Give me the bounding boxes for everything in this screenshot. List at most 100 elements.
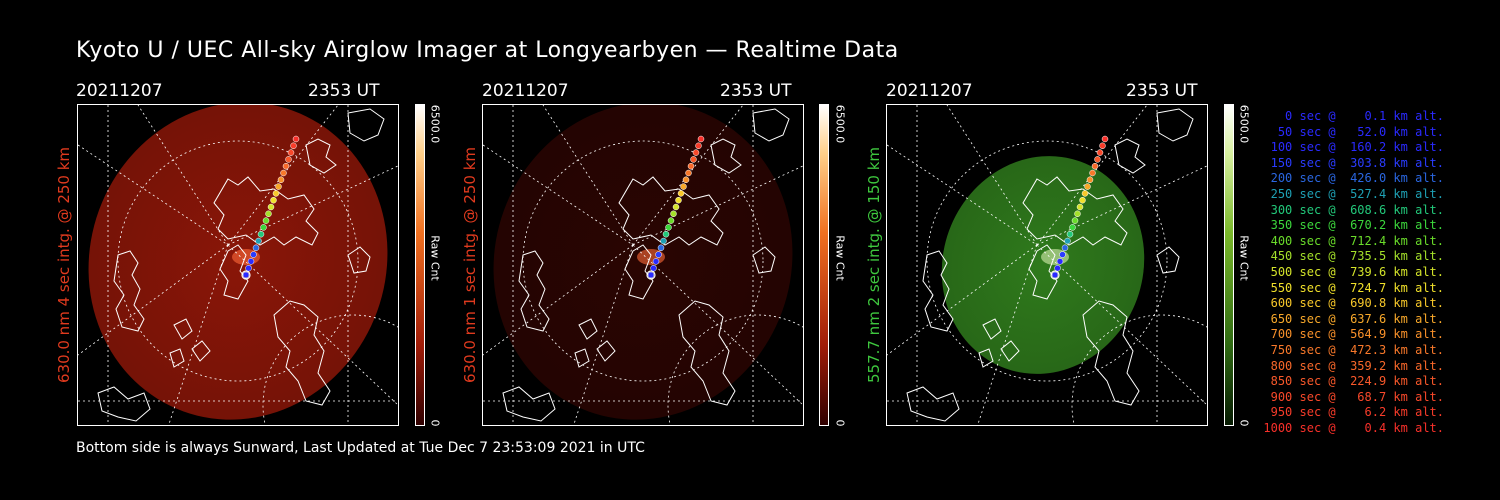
legend-row: 100 sec @ 160.2 km alt. (1263, 140, 1444, 155)
track-point (1089, 169, 1096, 177)
track-point (695, 142, 702, 150)
track-point (662, 230, 670, 238)
legend-row: 150 sec @ 303.8 km alt. (1263, 155, 1444, 170)
panel-2-cbar-min: 0 (833, 419, 847, 427)
track-point (292, 135, 300, 143)
legend-row: 950 sec @ 6.2 km alt. (1263, 405, 1444, 420)
track-point (1101, 135, 1109, 143)
track-point (1051, 271, 1059, 279)
page-title: Kyoto U / UEC All-sky Airglow Imager at … (76, 38, 899, 63)
track-point (270, 196, 277, 204)
panel-3-cbar-unit: Raw Cnt (1237, 235, 1251, 281)
rocket-track (241, 135, 300, 280)
panel-2-time: 2353 UT (720, 81, 792, 101)
track-point (1099, 142, 1106, 150)
track-point (1064, 237, 1071, 245)
legend-row: 50 sec @ 52.0 km alt. (1263, 124, 1444, 139)
track-point (290, 142, 297, 150)
legend-row: 600 sec @ 690.8 km alt. (1263, 296, 1444, 311)
legend-row: 650 sec @ 637.6 km alt. (1263, 311, 1444, 326)
airglow-image (88, 105, 388, 420)
lat-lon-grid (483, 105, 803, 425)
panel-1-image (77, 104, 399, 426)
track-point (287, 149, 295, 156)
track-point (255, 237, 262, 245)
legend-row: 700 sec @ 564.9 km alt. (1263, 327, 1444, 342)
panel-3-image (886, 104, 1208, 426)
airglow-image (493, 105, 793, 420)
launch-site-marker (241, 270, 251, 280)
panel-2-ylabel: 630.0 nm 1 sec intg. @ 250 km (461, 146, 479, 384)
panel-1-map (78, 105, 398, 425)
legend-row: 900 sec @ 68.7 km alt. (1263, 389, 1444, 404)
rocket-track (646, 135, 705, 280)
track-point (1081, 190, 1089, 197)
panel-2-date: 20211207 (482, 81, 569, 101)
track-point (1069, 224, 1076, 231)
track-point (275, 183, 282, 190)
track-point (1061, 244, 1069, 252)
track-point (670, 210, 677, 218)
track-point (267, 203, 275, 211)
track-point (682, 176, 690, 184)
track-point (1096, 149, 1104, 156)
track-point (692, 149, 700, 156)
coastline (906, 108, 1194, 422)
track-point (272, 190, 280, 197)
legend-row: 550 sec @ 724.7 km alt. (1263, 280, 1444, 295)
track-point (650, 264, 657, 272)
track-point (1054, 264, 1061, 272)
panel-2-colorbar (819, 104, 829, 426)
track-point (667, 217, 675, 224)
legend-row: 850 sec @ 224.9 km alt. (1263, 374, 1444, 389)
track-point (657, 244, 665, 252)
panel-2-map (483, 105, 803, 425)
legend-row: 300 sec @ 608.6 km alt. (1263, 202, 1444, 217)
track-point (665, 224, 672, 231)
track-point (252, 244, 260, 252)
track-point (680, 183, 687, 190)
legend-row: 800 sec @ 359.2 km alt. (1263, 358, 1444, 373)
panel-3-time: 2353 UT (1126, 81, 1198, 101)
track-point (652, 258, 660, 265)
track-point (250, 251, 257, 258)
track-point (262, 217, 270, 224)
track-point (260, 224, 267, 231)
panel-3-cbar-min: 0 (1237, 419, 1251, 427)
panel-1-cbar-unit: Raw Cnt (428, 235, 442, 281)
coastline (502, 108, 790, 422)
track-point (685, 169, 692, 177)
legend-row: 250 sec @ 527.4 km alt. (1263, 186, 1444, 201)
rocket-track (1050, 135, 1109, 280)
launch-site-marker (1050, 270, 1060, 280)
panel-3-colorbar (1224, 104, 1234, 426)
panel-1-ylabel: 630.0 nm 4 sec intg. @ 250 km (55, 146, 73, 384)
track-point (280, 169, 287, 177)
track-point (687, 162, 695, 170)
track-point (1056, 258, 1064, 265)
track-point (242, 271, 250, 279)
track-point (1094, 156, 1101, 163)
airglow-image (941, 156, 1145, 374)
track-point (660, 237, 667, 245)
panel-1-cbar-min: 0 (428, 419, 442, 427)
track-point (647, 271, 655, 279)
aurora-spot (637, 249, 665, 265)
legend-row: 0 sec @ 0.1 km alt. (1263, 109, 1444, 123)
legend-row: 400 sec @ 712.4 km alt. (1263, 233, 1444, 248)
panel-1-date: 20211207 (76, 81, 163, 101)
panel-1-time: 2353 UT (308, 81, 380, 101)
legend-row: 450 sec @ 735.5 km alt. (1263, 249, 1444, 264)
panel-1-cbar-max: 6500.0 (428, 104, 442, 144)
track-point (675, 196, 682, 204)
panel-2-cbar-max: 6500.0 (833, 104, 847, 144)
track-point (257, 230, 265, 238)
panel-3-cbar-max: 6500.0 (1237, 104, 1251, 144)
aurora-spot (1041, 249, 1069, 265)
altitude-legend: 0 sec @ 0.1 km alt. 50 sec @ 52.0 km alt… (1262, 109, 1444, 436)
lat-lon-grid (887, 105, 1207, 425)
panel-2-image (482, 104, 804, 426)
track-point (1071, 217, 1079, 224)
lat-lon-grid (78, 105, 398, 425)
track-point (277, 176, 285, 184)
